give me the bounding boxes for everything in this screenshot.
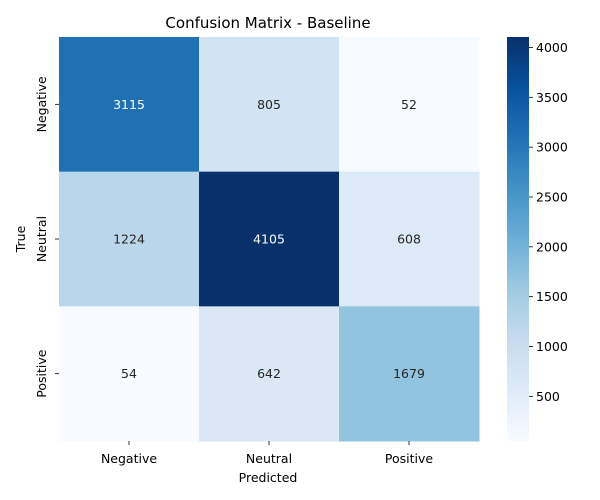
y-tick-label: Positive [34, 349, 49, 397]
heatmap-cell-labels: 3115 805 52 1224 4105 608 54 642 1679 [113, 97, 425, 381]
cell-value-label: 3115 [113, 97, 145, 112]
heatmap-cell-1-0 [59, 171, 200, 307]
y-axis: Negative Neutral Positive [34, 76, 59, 398]
colorbar-tick-label: 2000 [536, 239, 568, 254]
colorbar-tick-label: 2500 [536, 189, 568, 204]
x-tick-label: Neutral [246, 451, 292, 466]
heatmap-cell-2-2 [339, 306, 480, 442]
chart-title: Confusion Matrix - Baseline [165, 14, 370, 32]
heatmap-cell-1-2 [339, 171, 480, 307]
colorbar-tick-label: 1000 [536, 339, 568, 354]
cell-value-label: 1679 [393, 366, 425, 381]
heatmap-cell-2-1 [199, 306, 340, 442]
colorbar-tick-label: 500 [536, 389, 560, 404]
heatmap-cell-0-2 [339, 37, 480, 173]
cell-value-label: 805 [257, 97, 281, 112]
cell-value-label: 642 [257, 366, 281, 381]
cell-value-label: 1224 [113, 232, 145, 247]
y-tick-label: Neutral [34, 216, 49, 262]
cell-value-label: 54 [121, 366, 137, 381]
colorbar-tick-label: 3500 [536, 90, 568, 105]
heatmap-cell-1-1 [199, 171, 340, 307]
y-axis-label: True [13, 225, 28, 253]
colorbar-ticks: 500 1000 1500 2000 2500 3000 3500 4000 [529, 40, 568, 404]
colorbar-tick-label: 4000 [536, 40, 568, 55]
heatmap-cell-0-0 [59, 37, 200, 173]
x-tick-label: Negative [101, 451, 157, 466]
y-tick-label: Negative [34, 76, 49, 132]
x-axis-label: Predicted [239, 470, 298, 485]
cell-value-label: 4105 [253, 232, 285, 247]
heatmap-cell-0-1 [199, 37, 340, 173]
cell-value-label: 608 [397, 232, 421, 247]
x-axis: Negative Neutral Positive [101, 441, 433, 466]
heatmap-cell-2-0 [59, 306, 200, 442]
colorbar-tick-label: 1500 [536, 289, 568, 304]
colorbar-tick-label: 3000 [536, 140, 568, 155]
heatmap-cells [59, 37, 480, 442]
x-tick-label: Positive [385, 451, 433, 466]
colorbar [507, 37, 529, 441]
cell-value-label: 52 [401, 97, 417, 112]
